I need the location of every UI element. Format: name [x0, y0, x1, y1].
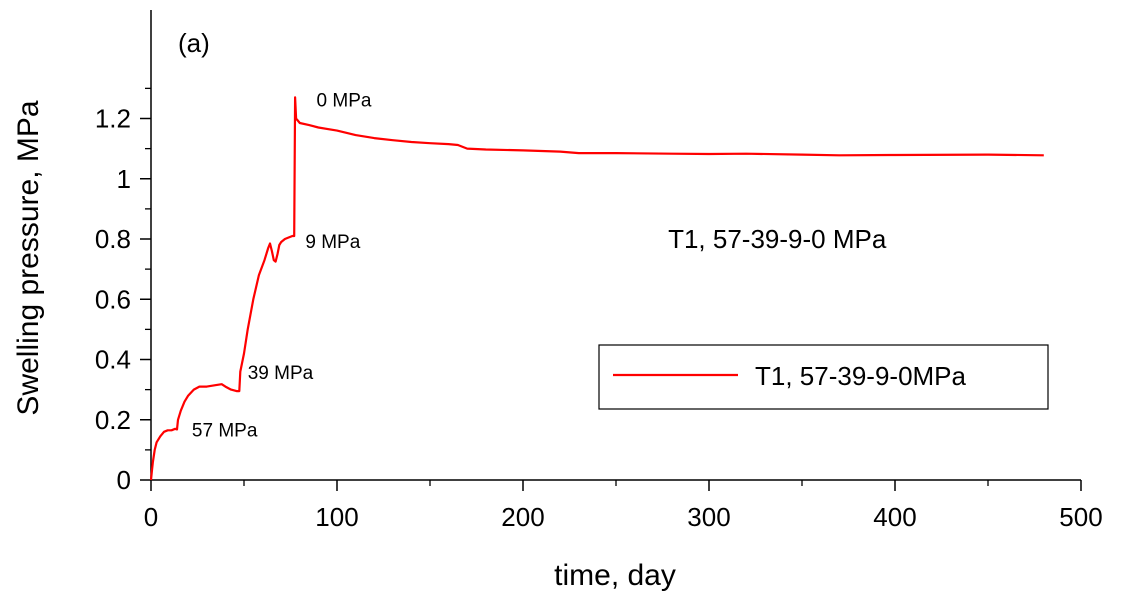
ticks: 0 100 200 300 400 500 0 0.2 0.4 0.6 0.8 1 1.2 [95, 87, 1103, 532]
y-axis-title: Swelling pressure, MPa [12, 100, 45, 415]
y-tick-label: 0.6 [95, 284, 131, 314]
annotations: 57 MPa 39 MPa 9 MPa 0 MPa T1, 57-39-9-0 MPa [192, 90, 887, 441]
y-tick-label: 0.8 [95, 224, 131, 254]
series-line [149, 96, 1044, 481]
x-tick-label: 500 [1059, 502, 1102, 532]
y-tick-label: 0.4 [95, 345, 131, 375]
y-tick-label: 1 [117, 164, 131, 194]
annotation-label: 0 MPa [317, 90, 372, 111]
y-tick-label: 0 [117, 465, 131, 495]
x-tick-label: 100 [315, 502, 358, 532]
x-tick-label: 300 [687, 502, 730, 532]
x-tick-label: 200 [501, 502, 544, 532]
annotation-label: 39 MPa [248, 363, 314, 384]
legend: T1, 57-39-9-0MPa [598, 344, 1049, 410]
x-axis-title: time, day [554, 559, 676, 592]
x-tick-label: 0 [144, 502, 158, 532]
annotation-label: 57 MPa [192, 420, 258, 441]
annotation-label: 9 MPa [305, 232, 360, 253]
panel-label: (a) [178, 28, 210, 58]
annotation-label: T1, 57-39-9-0 MPa [668, 224, 887, 254]
x-tick-label: 400 [873, 502, 916, 532]
legend-box [598, 344, 1049, 410]
legend-label: T1, 57-39-9-0MPa [755, 361, 967, 391]
y-tick-label: 0.2 [95, 405, 131, 435]
series-layer [149, 96, 1044, 481]
y-tick-label: 1.2 [95, 104, 131, 134]
